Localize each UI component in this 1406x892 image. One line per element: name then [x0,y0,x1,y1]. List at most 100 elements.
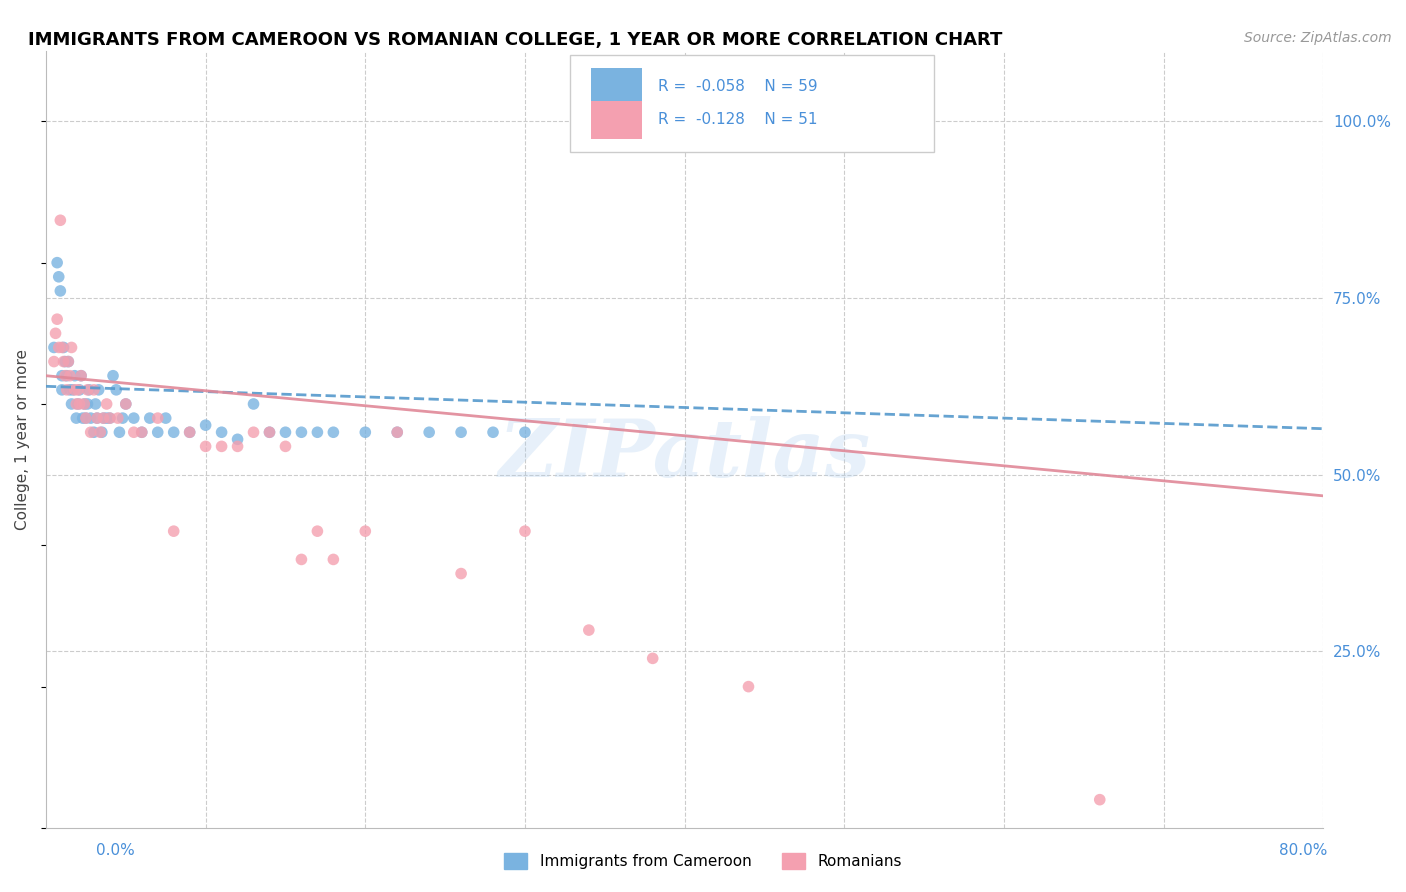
Point [93,411,115,425]
Point [1088,792,1111,806]
Point [83,425,105,440]
Point [307,425,329,440]
Point [146,411,169,425]
Point [75,411,97,425]
Point [86,411,108,425]
Point [139,411,162,425]
Point [55,383,77,397]
Point [86,411,108,425]
Point [72,411,94,425]
Point [65,411,87,425]
Point [131,425,153,440]
Point [51,383,73,397]
Point [179,425,201,440]
Point [155,411,177,425]
Point [641,651,664,665]
Point [60,397,83,411]
Point [51,341,73,355]
Point [83,383,105,397]
Point [75,411,97,425]
Point [146,425,169,440]
Point [53,368,76,383]
Point [179,425,201,440]
Point [163,524,186,538]
Point [96,411,118,425]
Text: 80.0%: 80.0% [1279,843,1327,858]
Point [307,524,329,538]
Point [259,425,281,440]
Point [65,397,87,411]
Point [79,425,101,440]
Point [48,269,70,284]
Text: R =  -0.128    N = 51: R = -0.128 N = 51 [658,112,817,128]
Point [49,213,72,227]
Point [242,425,264,440]
Point [59,383,82,397]
Point [513,425,536,440]
Point [122,425,145,440]
Point [450,566,472,581]
Point [48,341,70,355]
Point [194,418,217,433]
Point [98,411,121,425]
Point [45,326,67,341]
Point [77,383,100,397]
FancyBboxPatch shape [592,68,643,105]
Point [73,397,96,411]
Point [63,383,86,397]
Point [513,524,536,538]
Point [51,368,73,383]
Point [42,341,65,355]
Point [42,354,65,368]
Point [69,383,91,397]
Point [111,411,134,425]
Point [49,284,72,298]
Point [76,383,98,397]
Point [53,354,76,368]
Text: Source: ZipAtlas.com: Source: ZipAtlas.com [1244,31,1392,45]
Point [354,524,377,538]
Point [194,439,217,453]
Point [62,383,84,397]
Point [52,354,75,368]
Point [70,368,93,383]
Point [76,397,98,411]
Point [290,552,312,566]
Point [482,425,505,440]
Point [107,411,129,425]
Point [290,425,312,440]
FancyBboxPatch shape [569,54,934,152]
Point [226,432,249,446]
Point [70,368,93,383]
Point [131,425,153,440]
Point [89,425,111,440]
Point [122,411,145,425]
Point [450,425,472,440]
Point [108,425,131,440]
Point [737,680,759,694]
Point [59,368,82,383]
Point [73,397,96,411]
Point [87,383,110,397]
FancyBboxPatch shape [592,101,643,138]
Point [105,383,128,397]
Point [578,623,600,637]
Point [387,425,409,440]
Point [58,354,80,368]
Point [322,552,344,566]
Point [84,397,107,411]
Point [58,354,80,368]
Point [66,383,89,397]
Point [211,439,233,453]
Point [63,368,86,383]
Text: ZIPatlas: ZIPatlas [499,416,870,493]
Point [46,255,69,269]
Point [98,411,121,425]
Point [274,425,297,440]
Point [242,397,264,411]
Point [66,397,89,411]
Point [79,411,101,425]
Point [322,425,344,440]
Point [52,341,75,355]
Text: IMMIGRANTS FROM CAMEROON VS ROMANIAN COLLEGE, 1 YEAR OR MORE CORRELATION CHART: IMMIGRANTS FROM CAMEROON VS ROMANIAN COL… [28,31,1002,49]
